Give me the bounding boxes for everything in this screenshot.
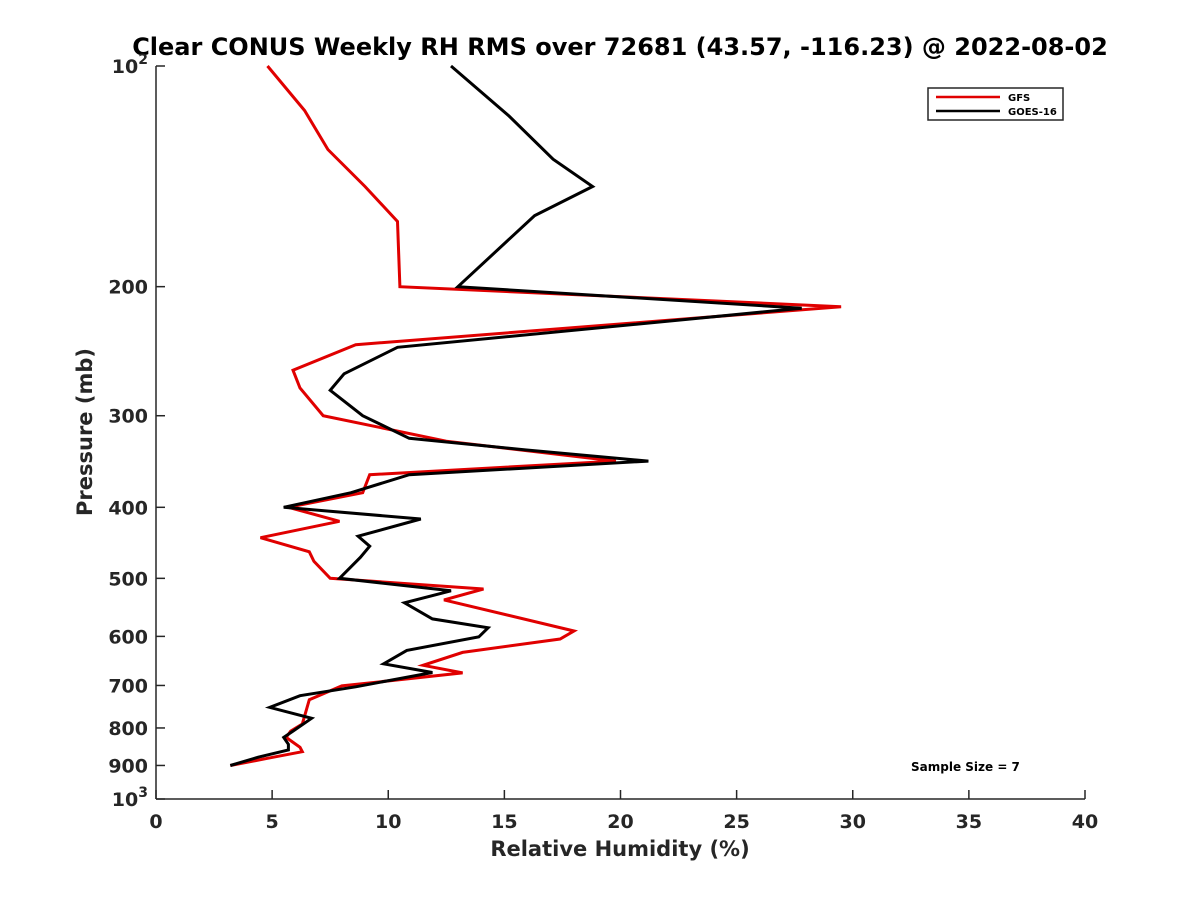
legend: GFS GOES-16 <box>927 87 1064 121</box>
x-tick-label: 20 <box>607 811 633 833</box>
y-tick-label: 400 <box>108 497 148 519</box>
x-tick-label: 25 <box>723 811 749 833</box>
y-tick-label: 500 <box>108 568 148 590</box>
x-tick-label: 10 <box>375 811 401 833</box>
y-tick-label: 700 <box>108 675 148 697</box>
chart-title: Clear CONUS Weekly RH RMS over 72681 (43… <box>132 33 1108 61</box>
x-tick-label: 5 <box>266 811 279 833</box>
x-tick-label: 0 <box>149 811 162 833</box>
y-tick-label: 200 <box>108 277 148 299</box>
x-tick-label: 40 <box>1072 811 1098 833</box>
y-tick-label: 800 <box>108 718 148 740</box>
plot-area <box>156 66 1085 799</box>
legend-label-goes16: GOES-16 <box>1008 107 1057 118</box>
x-ticks: 0 5 10 15 20 25 30 35 40 <box>149 790 1098 833</box>
x-tick-label: 15 <box>491 811 517 833</box>
x-tick-label: 30 <box>840 811 866 833</box>
legend-label-gfs: GFS <box>1008 93 1030 104</box>
series-layer <box>229 64 842 767</box>
y-axis-label: Pressure (mb) <box>73 348 97 516</box>
y-tick-label: 900 <box>108 755 148 777</box>
y-tick-label: 600 <box>108 626 148 648</box>
sample-size-annotation: Sample Size = 7 <box>911 760 1020 774</box>
y-tick-label: 300 <box>108 406 148 428</box>
y-tick-label: 102 <box>112 52 148 78</box>
y-tick-label: 103 <box>112 785 148 811</box>
x-axis-label: Relative Humidity (%) <box>490 837 749 861</box>
x-tick-label: 35 <box>956 811 982 833</box>
legend-box <box>927 87 1064 121</box>
series-line-1 <box>229 64 802 767</box>
y-ticks: 102 200 300 400 500 600 700 800 900 103 <box>108 52 165 811</box>
